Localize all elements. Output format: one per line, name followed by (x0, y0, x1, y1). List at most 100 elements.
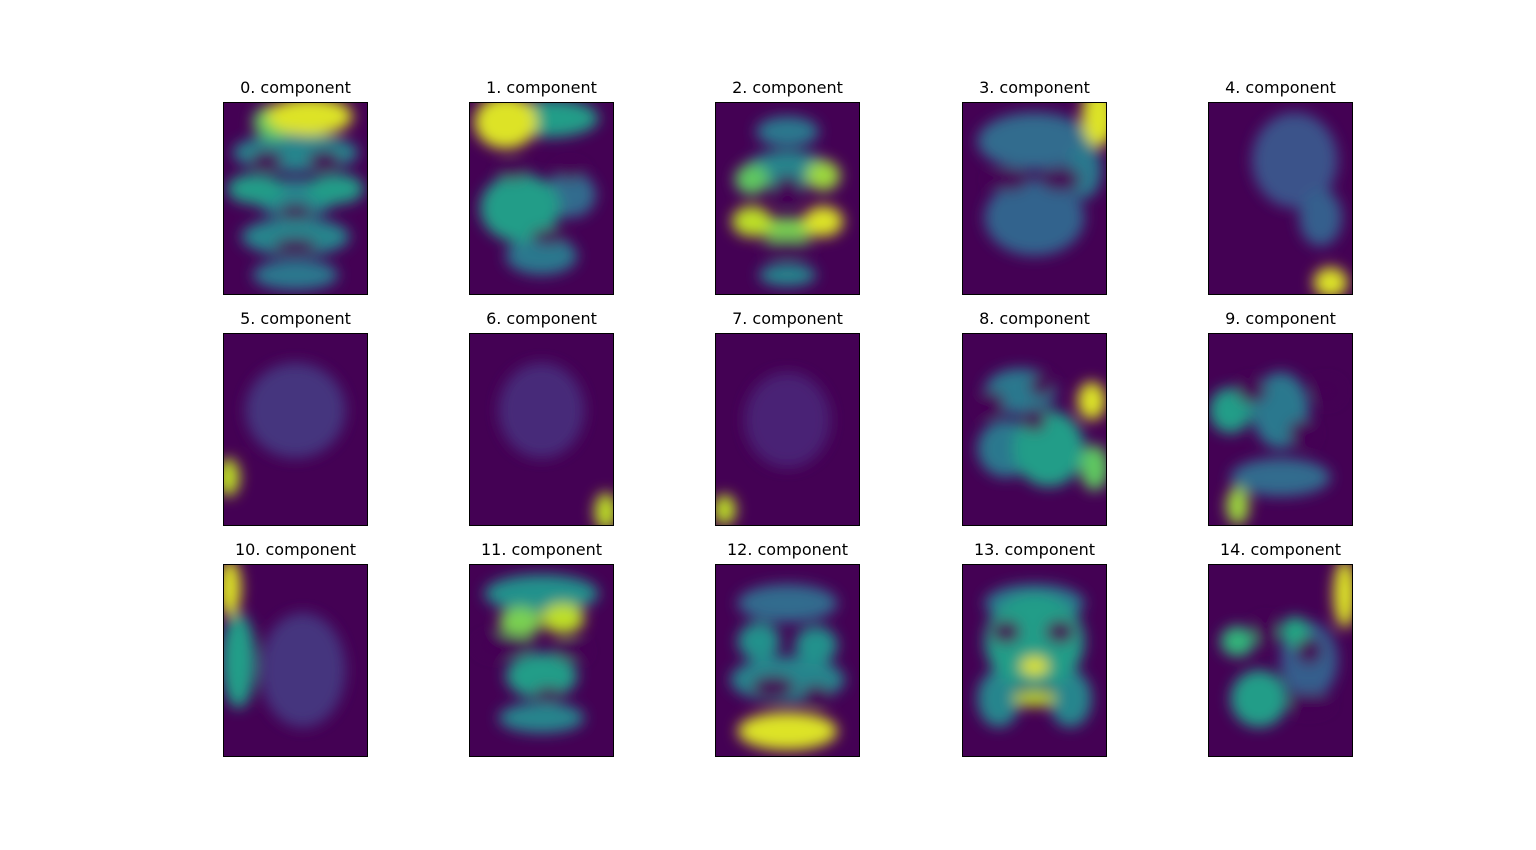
intensity-blob (226, 173, 285, 205)
intensity-blob (1067, 141, 1102, 199)
intensity-blob (1080, 444, 1106, 491)
panel-title: 6. component (486, 309, 597, 328)
heatmap-svg (963, 565, 1106, 756)
heatmap-svg (470, 565, 613, 756)
heatmap-blobs (498, 362, 613, 525)
heatmap-blobs (730, 584, 845, 751)
intensity-blob (505, 652, 578, 699)
heatmap-blobs (224, 362, 346, 497)
intensity-blob (306, 173, 365, 205)
heatmap-blobs (1251, 112, 1348, 294)
heatmap-svg (963, 334, 1106, 525)
heatmap-blobs (226, 103, 365, 291)
component-heatmap (1208, 333, 1353, 526)
panel-title: 8. component (979, 309, 1090, 328)
intensity-blob (744, 372, 831, 468)
heatmap-blobs (224, 565, 346, 728)
intensity-blob (737, 584, 838, 623)
heatmap-svg (716, 565, 859, 756)
dark-region (1296, 637, 1322, 665)
dark-region (764, 238, 811, 258)
intensity-blob (734, 164, 769, 195)
intensity-blob (1333, 565, 1352, 629)
dark-region (988, 167, 1029, 191)
component-heatmap (223, 102, 368, 295)
component-heatmap (1208, 102, 1353, 295)
dark-region (1045, 620, 1075, 644)
heatmap-svg (224, 103, 367, 294)
dark-region (1040, 167, 1081, 191)
dark-region (774, 175, 801, 203)
intensity-blob (803, 206, 844, 237)
intensity-blob (541, 603, 585, 634)
intensity-blob (737, 712, 838, 751)
intensity-blob (1251, 112, 1338, 209)
intensity-blob (737, 622, 781, 661)
panel-title: 3. component (979, 78, 1090, 97)
component-heatmap (962, 102, 1107, 295)
dark-region (531, 229, 566, 245)
dark-region (498, 164, 528, 180)
panel-title: 12. component (726, 540, 849, 559)
intensity-blob (1299, 188, 1342, 247)
panel-title: 13. component (973, 540, 1096, 559)
heatmap-blobs (1220, 565, 1352, 728)
intensity-blob (756, 116, 819, 147)
heatmap-svg (224, 565, 367, 756)
intensity-blob (498, 362, 585, 459)
panel-title: 7. component (732, 309, 843, 328)
heatmap-svg (470, 103, 613, 294)
dark-region (1023, 408, 1046, 432)
intensity-blob (977, 670, 1021, 728)
dark-region (555, 164, 585, 180)
dark-region (751, 675, 795, 699)
heatmap-blobs (477, 574, 599, 734)
intensity-blob (252, 259, 339, 291)
component-heatmap (469, 564, 614, 757)
heatmap-blobs (716, 372, 831, 525)
intensity-blob (594, 492, 613, 525)
heatmap-svg (224, 334, 367, 525)
dark-region (1253, 618, 1280, 646)
intensity-blob (266, 103, 353, 136)
intensity-blob (984, 593, 1085, 690)
component-heatmap (715, 564, 860, 757)
heatmap-svg (1209, 334, 1352, 525)
heatmap-blobs (474, 103, 599, 275)
intensity-blob (716, 494, 737, 525)
dark-region (1030, 374, 1054, 398)
dark-region (991, 620, 1021, 644)
intensity-blob (484, 574, 599, 613)
panel-title: 0. component (240, 78, 351, 97)
intensity-blob (1230, 458, 1331, 497)
intensity-blob (224, 565, 242, 617)
intensity-blob (232, 133, 359, 172)
intensity-blob (1226, 486, 1250, 525)
intensity-blob (977, 112, 1092, 170)
component-heatmap (223, 333, 368, 526)
intensity-blob (1280, 616, 1310, 648)
heatmap-svg (716, 334, 859, 525)
dark-region (1287, 692, 1331, 713)
component-heatmap (715, 333, 860, 526)
panel-title: 1. component (486, 78, 597, 97)
intensity-blob (474, 103, 538, 149)
dark-region (801, 685, 831, 705)
panel-title: 5. component (240, 309, 351, 328)
intensity-blob (498, 607, 542, 638)
panel-title: 2. component (732, 78, 843, 97)
heatmap-blobs (977, 584, 1092, 728)
heatmap-svg (1209, 103, 1352, 294)
component-heatmap (1208, 564, 1353, 757)
intensity-blob (731, 206, 772, 237)
intensity-blob (1209, 387, 1252, 434)
dark-region (477, 633, 535, 657)
intensity-blob (1220, 626, 1255, 657)
intensity-blob (1077, 381, 1106, 420)
heatmap-svg (1209, 565, 1352, 756)
intensity-blob (241, 217, 350, 256)
dark-region (534, 687, 563, 703)
heatmap-blobs (977, 368, 1106, 491)
component-heatmap (962, 564, 1107, 757)
panel-title: 11. component (480, 540, 603, 559)
